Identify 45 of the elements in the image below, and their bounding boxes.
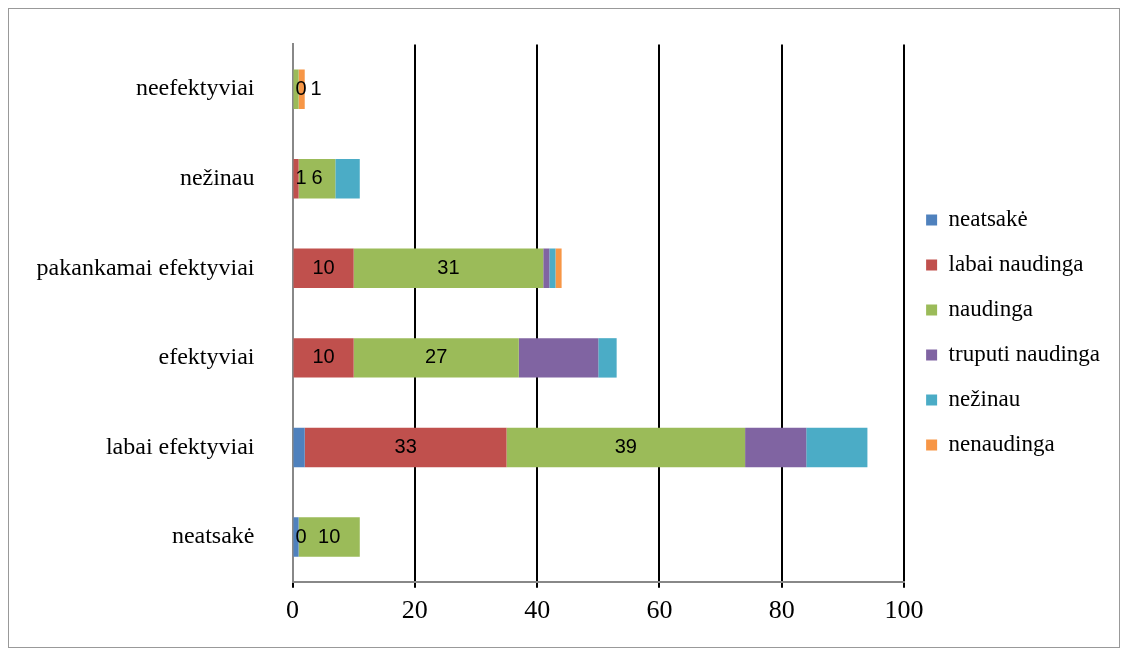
x-tick-label: 100 (884, 595, 924, 625)
bar (549, 248, 556, 289)
data-label: 1 (310, 76, 322, 99)
legend-label: labai naudinga (948, 251, 1084, 277)
data-label: 39 (614, 434, 637, 457)
bar (293, 338, 354, 378)
bar (518, 338, 599, 378)
data-label: 0 (295, 524, 307, 547)
bar (506, 427, 746, 468)
bar (598, 338, 617, 378)
data-label: 10 (312, 255, 335, 278)
y-tick-label: pakankamai efektyviai (36, 253, 255, 280)
data-label: 27 (425, 345, 448, 368)
x-tick-label: 60 (646, 595, 673, 625)
bar (293, 159, 299, 199)
x-tick-label: 40 (524, 595, 551, 625)
bar (293, 248, 354, 289)
x-tick-label: 80 (768, 595, 795, 625)
data-label: 10 (318, 524, 341, 547)
x-tick-label: 0 (286, 595, 299, 625)
bar (543, 248, 550, 289)
y-tick-label: nežinau (179, 164, 255, 191)
data-label: 10 (312, 345, 335, 368)
bar (806, 427, 868, 468)
bar (353, 248, 544, 289)
bar (304, 427, 507, 468)
y-tick-label: labai efektyviai (105, 432, 255, 459)
bar (298, 517, 360, 557)
data-label: 33 (394, 434, 417, 457)
data-label: 6 (311, 166, 323, 189)
y-tick-label: efektyviai (158, 343, 255, 370)
bar (335, 159, 360, 199)
legend-label: nežinau (948, 386, 1021, 412)
legend-label: neatsakė (948, 206, 1028, 232)
legend-label: nenaudinga (948, 431, 1055, 457)
bar (293, 427, 305, 468)
legend-label: truputi naudinga (948, 341, 1100, 367)
legend-label: naudinga (948, 296, 1033, 322)
x-tick-label: 20 (401, 595, 428, 625)
bar (353, 338, 519, 378)
y-tick-label: neatsakė (171, 522, 255, 549)
bar (745, 427, 807, 468)
y-tick-label: neefektyviai (135, 74, 255, 101)
data-label: 31 (437, 255, 460, 278)
bar (555, 248, 562, 289)
